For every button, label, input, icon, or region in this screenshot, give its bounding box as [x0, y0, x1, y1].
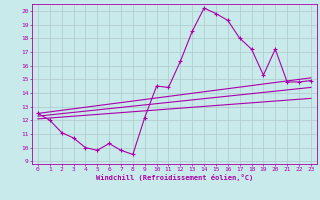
X-axis label: Windchill (Refroidissement éolien,°C): Windchill (Refroidissement éolien,°C) [96, 174, 253, 181]
